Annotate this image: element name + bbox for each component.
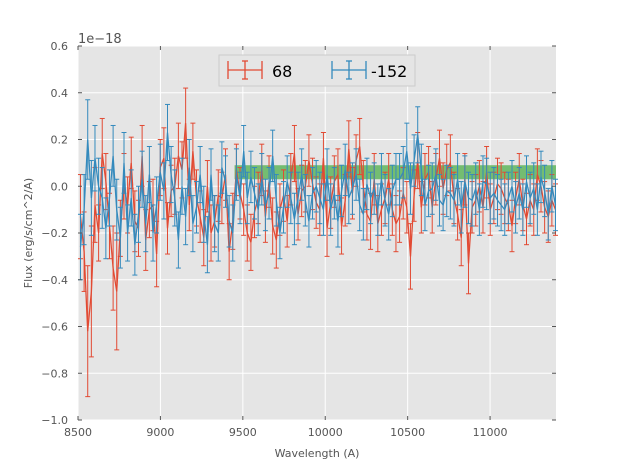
series-2 bbox=[77, 99, 559, 281]
x-tick-label: 9500 bbox=[229, 426, 257, 439]
legend-swatch-series-1 bbox=[227, 60, 263, 80]
series-line bbox=[79, 132, 557, 248]
y-axis-label: Flux (erg/s/cm^2/A) bbox=[22, 178, 35, 288]
x-axis-label: Wavelength (A) bbox=[275, 447, 360, 460]
y-tick-label: −0.8 bbox=[41, 367, 68, 380]
x-tick-label: 8500 bbox=[64, 426, 92, 439]
y-tick-label: 0.2 bbox=[51, 134, 69, 147]
y-tick-label: −0.6 bbox=[41, 321, 68, 334]
y-tick-label: 0.4 bbox=[51, 87, 69, 100]
x-tick-label: 10000 bbox=[308, 426, 343, 439]
grid-lines bbox=[77, 45, 556, 421]
y-tick-label: 0.6 bbox=[51, 40, 69, 53]
x-tick-label: 11000 bbox=[473, 426, 508, 439]
y-tick-label: −1.0 bbox=[41, 414, 68, 427]
x-tick-label: 9000 bbox=[146, 426, 174, 439]
tick-labels: 8500 9000 9500 10000 10500 11000 −1.0 −0.8 −0.6 −… bbox=[41, 40, 507, 439]
axes bbox=[77, 45, 556, 421]
y-tick-label: −0.2 bbox=[41, 227, 68, 240]
x-tick-label: 10500 bbox=[390, 426, 425, 439]
legend-label-series-1: 68 bbox=[272, 62, 292, 81]
legend-swatch-series-2 bbox=[331, 60, 367, 80]
legend-marks bbox=[227, 60, 367, 80]
series-layer bbox=[77, 87, 559, 398]
y-tick-label: 0.0 bbox=[51, 180, 69, 193]
legend: 68 -152 bbox=[218, 54, 416, 87]
legend-label-series-2: -152 bbox=[371, 62, 407, 81]
offset-label: 1e−18 bbox=[78, 32, 122, 47]
y-tick-label: −0.4 bbox=[41, 274, 68, 287]
